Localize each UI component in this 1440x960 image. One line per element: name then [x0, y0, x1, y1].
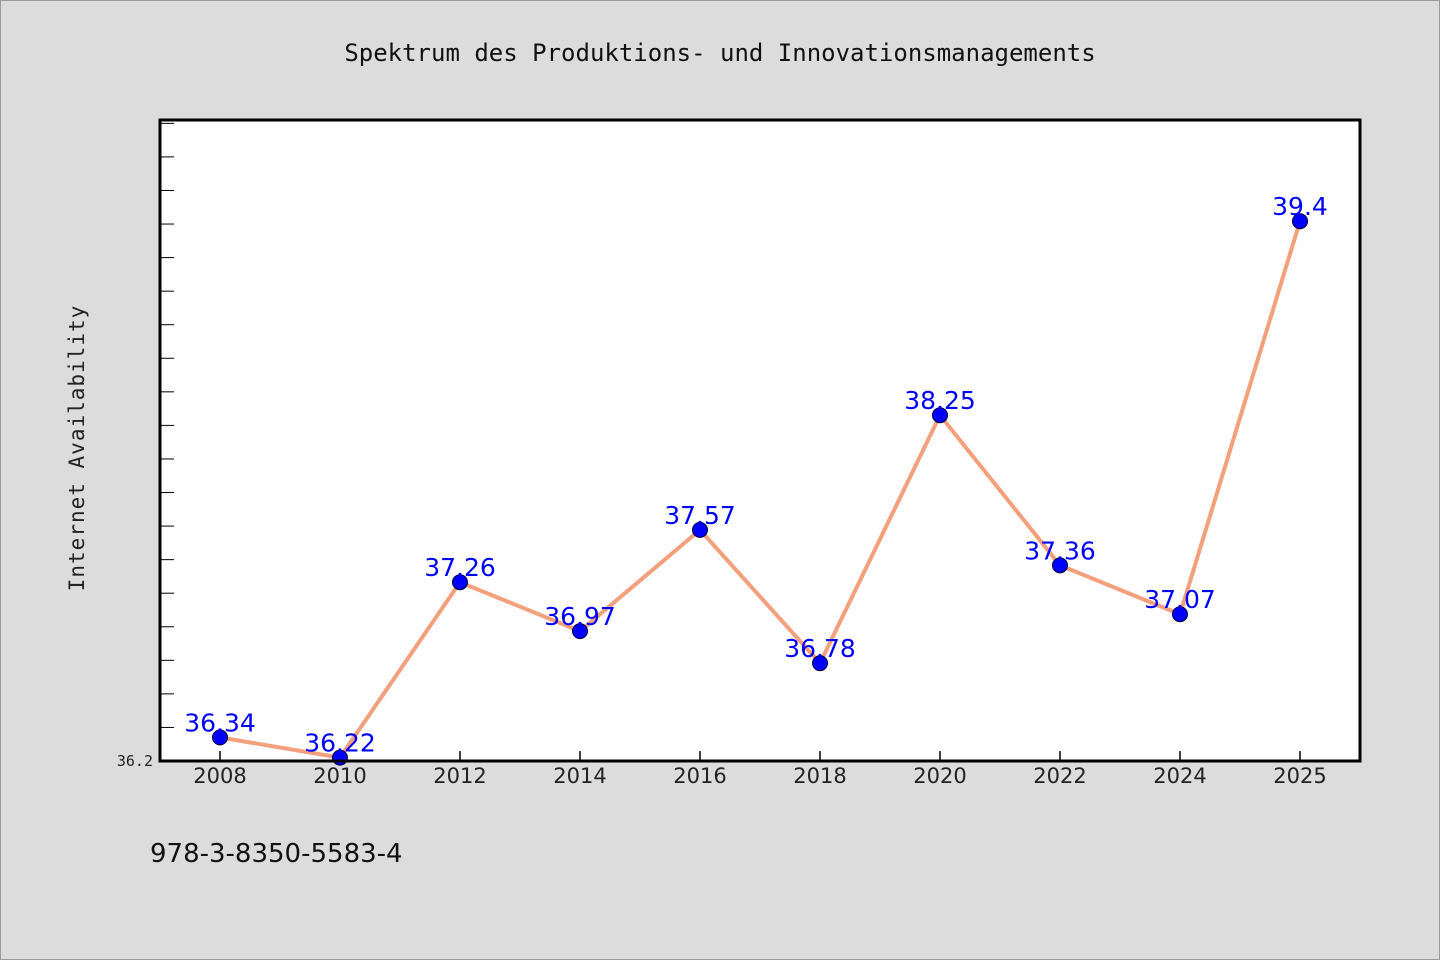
data-label: 37.36	[1024, 536, 1096, 565]
data-point	[1172, 606, 1188, 623]
x-tick-label: 2025	[1273, 764, 1326, 788]
plot-area	[160, 120, 1360, 761]
isbn-text: 978-3-8350-5583-4	[150, 839, 403, 869]
data-label: 38.25	[904, 386, 976, 415]
series-line	[218, 219, 1302, 760]
data-point	[572, 623, 588, 640]
x-tick-label: 2010	[313, 764, 366, 788]
x-tick-label: 2014	[553, 764, 606, 788]
data-point	[1292, 213, 1308, 230]
data-labels: 36.34 36.22 37.26 36.97 37.57 36.78 38.25 37.36…	[184, 192, 1328, 757]
data-point	[212, 729, 228, 746]
y-axis-label: Internet Availability	[65, 305, 89, 592]
x-tick-label: 2016	[673, 764, 726, 788]
data-label: 36.97	[544, 602, 616, 631]
x-tick-label: 2018	[793, 764, 846, 788]
data-label: 39.4	[1272, 192, 1328, 221]
data-point	[692, 521, 708, 538]
y-tick-label: 36.2	[117, 752, 153, 770]
data-label: 37.57	[664, 501, 736, 530]
series-markers	[212, 213, 1308, 766]
data-point	[452, 574, 468, 591]
data-label: 36.78	[784, 634, 856, 663]
data-point	[1052, 557, 1068, 574]
x-tick-label: 2012	[433, 764, 486, 788]
y-axis-minor-ticks	[160, 122, 174, 762]
data-point	[932, 407, 948, 424]
data-point	[812, 655, 828, 672]
x-tick-label: 2022	[1033, 764, 1086, 788]
plot-border	[158, 118, 1362, 763]
x-tick-label: 2024	[1153, 764, 1206, 788]
x-axis: 2008 2010 2012 2014 2016 2018 2020 2022 2024 2025	[193, 751, 1327, 788]
data-label: 37.07	[1144, 585, 1216, 614]
data-label: 36.22	[304, 729, 376, 758]
x-tick-label: 2008	[193, 764, 246, 788]
x-tick-label: 2020	[913, 764, 966, 788]
data-label: 37.26	[424, 553, 496, 582]
chart-title: Spektrum des Produktions- und Innovation…	[344, 39, 1095, 67]
data-label: 36.34	[184, 708, 256, 737]
